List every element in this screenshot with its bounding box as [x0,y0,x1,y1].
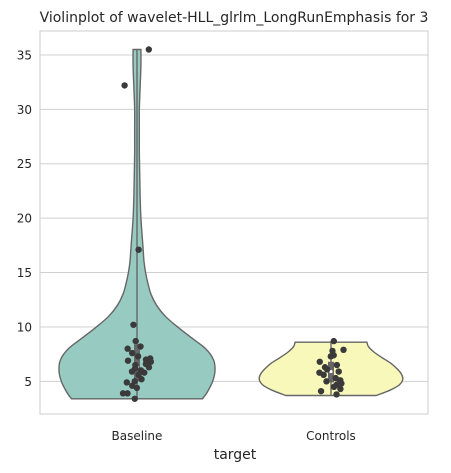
y-tick-label: 5 [24,375,32,389]
data-point [137,343,144,350]
data-point [138,375,145,383]
data-point [131,395,138,402]
violin-median [329,369,333,374]
data-point [323,366,331,373]
y-tick-labels: 5 10 15 20 25 30 35 [17,48,32,388]
data-point [134,353,142,360]
chart-title: Violinplot of wavelet-HLL_glrlm_LongRunE… [40,10,429,26]
data-point [330,383,338,390]
data-point [133,384,141,392]
y-tick-label: 25 [17,157,32,171]
y-tick-label: 30 [17,103,32,117]
data-point [145,46,153,53]
plot-frame [39,30,429,415]
x-tick-label: Baseline [112,429,163,443]
x-tick-label: Controls [306,429,356,443]
y-tick-label: 35 [17,48,32,62]
data-point [320,371,327,379]
y-tick-label: 15 [17,266,32,280]
data-point [337,385,344,393]
data-point [124,390,131,397]
data-point [335,368,342,375]
data-point [128,368,136,375]
y-tick-label: 20 [17,212,32,226]
data-point [147,358,155,365]
data-point [121,82,128,89]
violins [58,48,404,400]
data-point [130,321,137,328]
data-point [123,379,130,386]
data-point [119,390,127,397]
data-point [340,346,347,353]
data-point [330,337,337,345]
data-point [145,364,153,371]
data-point [124,345,131,352]
data-point [333,391,340,398]
data-point [135,246,142,253]
data-point [333,361,341,369]
x-axis-label: target [214,447,257,463]
x-tick-labels: Baseline Controls [112,429,356,443]
data-point [316,358,323,365]
data-point [327,353,334,360]
data-point [317,387,325,395]
data-point [141,369,148,376]
data-points [119,46,347,402]
data-point [132,337,139,345]
y-tick-label: 10 [17,320,32,334]
data-point [129,349,136,357]
data-point [124,357,132,364]
data-point [323,378,330,385]
